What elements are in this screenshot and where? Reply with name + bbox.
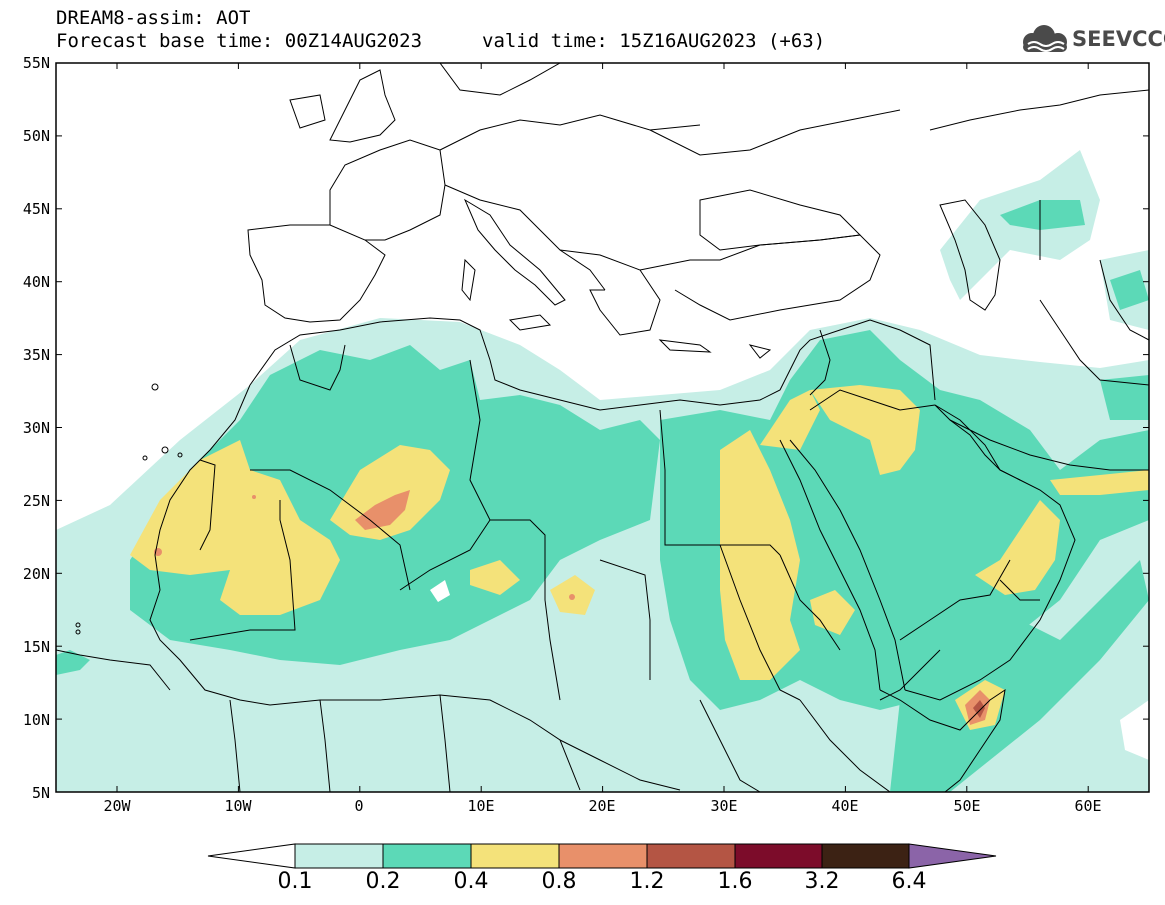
chart-title: DREAM8-assim: AOT — [56, 7, 251, 29]
coastlines-and-borders — [56, 63, 1149, 792]
lon-label: 30E — [710, 797, 738, 815]
latitude-ticks — [56, 62, 1149, 793]
lon-label: 50E — [953, 797, 981, 815]
lat-label: 50N — [22, 127, 50, 145]
colorbar-segment-2 — [382, 843, 472, 869]
colorbar-under-arrow — [207, 843, 296, 869]
lat-label: 35N — [22, 346, 50, 364]
seevccc-logo — [1023, 25, 1067, 52]
forecast-base-time: Forecast base time: 00Z14AUG2023 — [56, 30, 423, 52]
valid-time: valid time: 15Z16AUG2023 (+63) — [482, 30, 826, 52]
logo-text: SEEVCCC — [1072, 27, 1165, 51]
colorbar-label: 6.4 — [891, 869, 927, 894]
lat-label: 25N — [22, 492, 50, 510]
colorbar-label: 0.2 — [365, 869, 401, 894]
lat-label: 15N — [22, 638, 50, 656]
lat-label: 30N — [22, 419, 50, 437]
lat-label: 40N — [22, 273, 50, 291]
longitude-ticks — [116, 63, 1089, 792]
colorbar-label: 0.4 — [453, 869, 489, 894]
lon-label: 40E — [831, 797, 859, 815]
islands — [75, 339, 772, 635]
lat-label: 5N — [31, 784, 50, 802]
lon-label: 60E — [1074, 797, 1102, 815]
colorbar-segment-3 — [470, 843, 560, 869]
lon-label: 0 — [354, 797, 364, 815]
colorbar-label: 0.1 — [277, 869, 313, 894]
aot-band-1.2-1.6 — [973, 700, 985, 718]
colorbar-over-arrow — [908, 843, 997, 869]
lat-label: 55N — [22, 54, 50, 72]
lon-label: 20W — [103, 797, 131, 815]
lon-label: 20E — [588, 797, 616, 815]
colorbar-label: 1.6 — [717, 869, 753, 894]
colorbar-segment-6 — [734, 843, 823, 869]
colorbar-label: 3.2 — [804, 869, 840, 894]
lat-label: 45N — [22, 200, 50, 218]
colorbar — [207, 843, 997, 869]
colorbar-segment-5 — [646, 843, 736, 869]
colorbar-segment-7 — [821, 843, 910, 869]
colorbar-segment-1 — [294, 843, 384, 869]
lat-label: 10N — [22, 711, 50, 729]
colorbar-segment-4 — [558, 843, 648, 869]
lon-label: 10E — [467, 797, 495, 815]
colorbar-label: 0.8 — [541, 869, 577, 894]
lat-label: 20N — [22, 565, 50, 583]
colorbar-label: 1.2 — [629, 869, 665, 894]
lon-label: 10W — [224, 797, 252, 815]
